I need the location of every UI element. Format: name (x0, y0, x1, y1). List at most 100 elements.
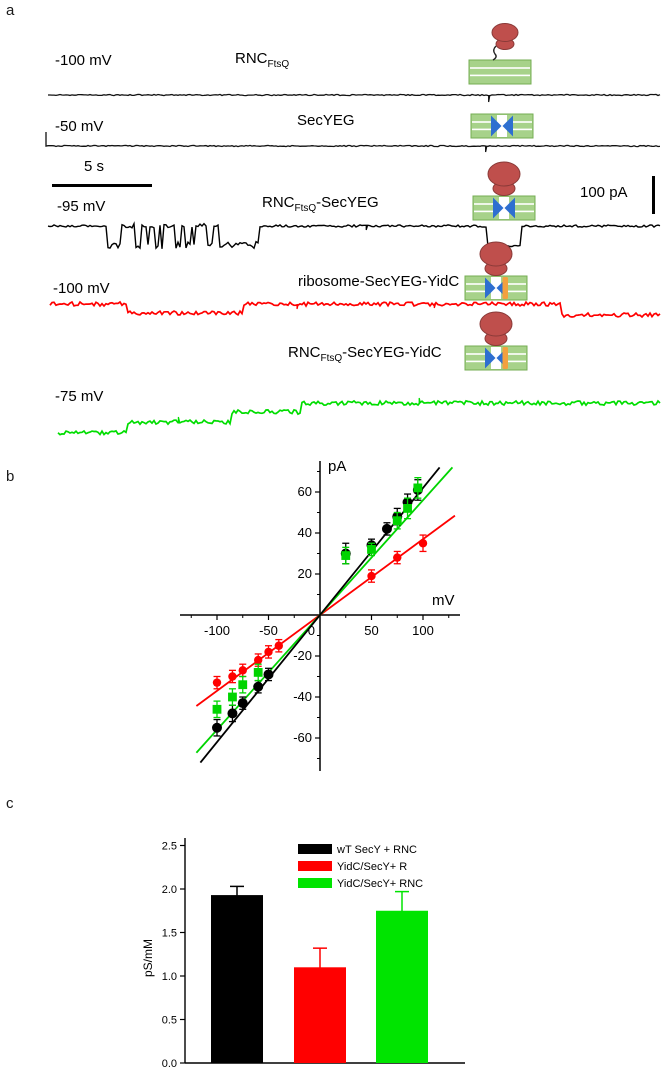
trace-label-pre: RNC (262, 194, 295, 211)
trace-spike (418, 397, 421, 404)
x-tick-label: -100 (204, 623, 230, 638)
legend-swatch (298, 878, 332, 888)
data-point (367, 571, 376, 581)
trace-rnc-ftsq-secyeg (47, 221, 661, 250)
trace-label-post: -SecYEG (316, 194, 379, 211)
voltage-label: -75 mV (55, 388, 104, 405)
x-tick-label: 50 (364, 623, 378, 638)
data-point (263, 669, 274, 680)
y-tick-label: 1.0 (162, 971, 177, 983)
ribosome-large-subunit (491, 23, 519, 42)
voltage-label: -95 mV (57, 198, 106, 215)
trace-secyeg (45, 132, 661, 148)
trace-ribosome-secyeg-yidc (49, 300, 661, 319)
y-tick-label: 2.0 (162, 884, 177, 896)
data-point (393, 553, 402, 562)
panel-b-label: b (6, 468, 15, 485)
time-scale-bar (52, 184, 152, 187)
bar (211, 895, 263, 1063)
trace-label-sub: FtsQ (294, 203, 317, 214)
membrane-stripe (470, 67, 530, 69)
data-point (228, 672, 237, 681)
data-point (238, 680, 248, 690)
rnc-secyeg-icon (472, 161, 536, 221)
y-axis-label: pS/mM (141, 939, 155, 977)
data-point (212, 722, 222, 733)
current-scale-bar (652, 176, 655, 214)
y-tick-label: 20 (298, 566, 312, 581)
ribosome-secyeg-yidc-icon (464, 241, 528, 301)
trace-label-post: -SecYEG-YidC (342, 344, 442, 361)
data-point (341, 551, 351, 560)
data-point (254, 655, 263, 665)
panel-c-label: c (6, 795, 14, 812)
legend-label: YidC/SecY+ RNC (337, 878, 423, 890)
x-tick-label: 100 (412, 623, 434, 638)
current-traces-plot (45, 93, 661, 436)
trace-spike (433, 303, 437, 309)
y-tick-label: 0.0 (162, 1058, 177, 1070)
data-point (264, 647, 273, 657)
data-point (228, 692, 237, 702)
y-axis-label: pA (328, 458, 346, 475)
x-axis-label: mV (432, 592, 455, 609)
trace-label-sub: FtsQ (320, 353, 343, 364)
voltage-label: -100 mV (53, 280, 110, 297)
channel-pore (499, 197, 509, 219)
y-tick-label: 2.5 (162, 841, 177, 853)
secyeg-channel-icon (470, 113, 534, 139)
channel-pore (491, 347, 501, 369)
secyeg-left-shape (485, 347, 496, 369)
voltage-label: -50 mV (55, 118, 104, 135)
iv-curve-plot: pA mV -100 -50 50 100 0 -60 -40 -20 20 40 60 (180, 458, 460, 771)
data-point (238, 666, 247, 675)
data-point (413, 483, 423, 493)
data-point (381, 523, 392, 534)
x-tick-label: 0 (308, 623, 315, 638)
time-scale-label: 5 s (84, 158, 105, 175)
y-tick-label: 40 (298, 525, 312, 540)
trace-label: RNCFtsQ-SecYEG (262, 194, 379, 214)
legend-swatch (298, 844, 332, 854)
trace-label: RNCFtsQ-SecYEG-YidC (288, 344, 442, 364)
trace-label: RNCFtsQ (235, 50, 289, 70)
y-tick-label: -60 (293, 730, 312, 745)
data-point (212, 678, 222, 687)
ribosome-large-subunit (487, 161, 521, 187)
trace-label: SecYEG (297, 112, 355, 132)
x-tick-label: -50 (259, 623, 278, 638)
trace-spike (177, 416, 181, 423)
data-point (253, 681, 264, 692)
data-point (418, 539, 428, 548)
trace-rnc-ftsq (48, 93, 661, 97)
rnc-secyeg-yidc-icon (464, 311, 528, 371)
data-point (227, 708, 238, 719)
secyeg-left-shape (485, 277, 496, 299)
trace-label-pre: RNC (288, 344, 321, 361)
y-tick-label: 60 (298, 484, 312, 499)
data-point (274, 641, 283, 650)
conductance-bar-chart: 0.0 0.5 1.0 1.5 2.0 2.5 pS/mM wT SecY + RNC YidC… (141, 838, 465, 1070)
legend-label: wT SecY + RNC (336, 844, 417, 856)
ribosome-membrane-icon (468, 23, 532, 85)
y-tick-label: -20 (293, 648, 312, 663)
channel-pore (491, 277, 501, 299)
trace-label-pre: SecYEG (297, 112, 355, 129)
panel-a-label: a (6, 2, 15, 19)
current-scale-label: 100 pA (580, 184, 628, 201)
secyeg-right-shape (502, 115, 513, 137)
legend-label: YidC/SecY+ R (337, 861, 407, 873)
y-tick-label: -40 (293, 689, 312, 704)
data-point (403, 504, 412, 513)
trace-spike (485, 145, 488, 153)
channel-pore (497, 115, 507, 137)
yidc-shape (502, 277, 508, 299)
membrane-shape (468, 59, 532, 85)
trace-label-pre: RNC (235, 50, 268, 67)
membrane-stripe (470, 74, 530, 77)
secyeg-left-shape (491, 115, 502, 137)
trace-spike (365, 225, 369, 231)
data-point (253, 668, 263, 677)
data-point (367, 545, 376, 554)
